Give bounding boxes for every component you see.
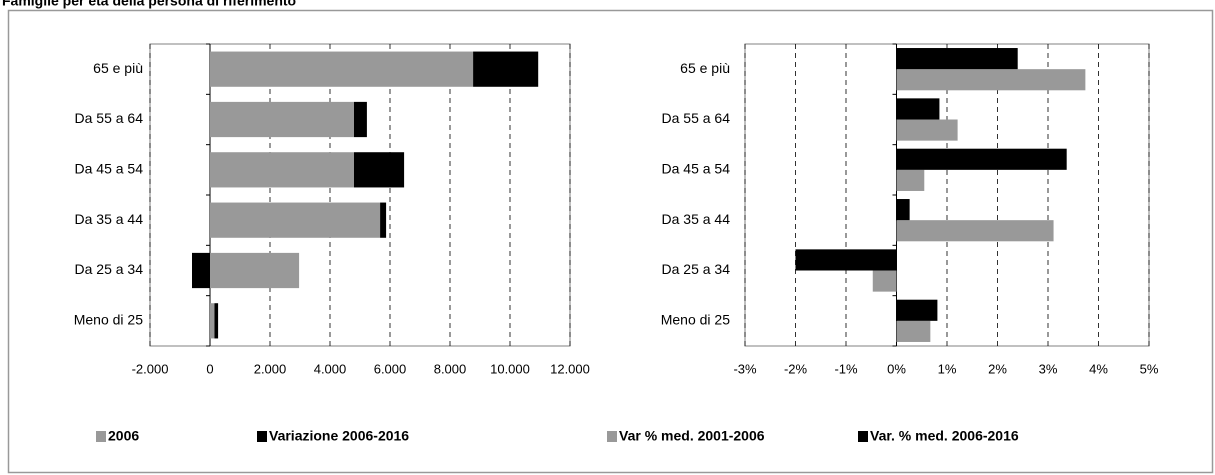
- x-tick-label: 4.000: [314, 361, 347, 376]
- x-tick-label: 2.000: [254, 361, 287, 376]
- x-tick-label: 3%: [1039, 361, 1058, 376]
- legend-swatch: [96, 431, 106, 442]
- bar: [896, 98, 940, 120]
- x-tick-label: -3%: [733, 361, 757, 376]
- y-tick-label: Da 35 a 44: [662, 211, 731, 227]
- x-tick-label: 6.000: [374, 361, 407, 376]
- bar: [896, 148, 1067, 170]
- y-tick-label: Da 25 a 34: [75, 261, 144, 277]
- x-tick-label: 2%: [988, 361, 1007, 376]
- legend-label: Var % med. 2001-2006: [619, 428, 765, 444]
- x-tick-label: 12.000: [550, 361, 590, 376]
- bar: [896, 299, 938, 321]
- x-tick-label: 10.000: [490, 361, 530, 376]
- bar: [210, 51, 474, 87]
- legend-swatch: [858, 431, 868, 442]
- bar: [896, 320, 931, 342]
- legend-label: Var. % med. 2006-2016: [870, 428, 1019, 444]
- legend-swatch: [257, 431, 267, 442]
- bar: [896, 199, 910, 221]
- x-tick-label: -1%: [834, 361, 858, 376]
- y-tick-label: Da 45 a 54: [662, 161, 731, 177]
- bar: [896, 119, 958, 141]
- bar: [354, 152, 405, 188]
- y-tick-label: Meno di 25: [74, 312, 143, 328]
- bar: [354, 101, 367, 138]
- legend-label: 2006: [108, 428, 139, 444]
- bar: [896, 48, 1018, 70]
- y-tick-label: Da 55 a 64: [662, 110, 731, 126]
- bar: [896, 169, 925, 191]
- y-tick-label: Da 25 a 34: [662, 261, 731, 277]
- y-tick-label: Da 45 a 54: [75, 161, 144, 177]
- x-tick-label: 0%: [887, 361, 906, 376]
- bar: [872, 270, 897, 292]
- y-tick-label: Da 35 a 44: [75, 211, 144, 227]
- x-tick-label: 1%: [938, 361, 957, 376]
- page-title: Famiglie per età della persona di riferi…: [2, 0, 296, 9]
- x-tick-label: 5%: [1140, 361, 1159, 376]
- bar: [210, 101, 354, 138]
- y-tick-label: Da 55 a 64: [75, 110, 144, 126]
- x-tick-label: 4%: [1089, 361, 1108, 376]
- y-tick-label: 65 e più: [680, 60, 730, 76]
- legend-label: Variazione 2006-2016: [269, 428, 409, 444]
- frame: [7, 9, 1214, 474]
- bar: [214, 303, 219, 339]
- bar: [896, 220, 1054, 242]
- bar: [896, 69, 1086, 91]
- bar: [380, 202, 387, 238]
- y-tick-label: Meno di 25: [661, 312, 730, 328]
- bar: [473, 51, 539, 87]
- bar: [210, 152, 354, 188]
- plot-area: [149, 43, 571, 347]
- legend-swatch: [607, 431, 617, 442]
- x-tick-label: -2%: [784, 361, 808, 376]
- x-tick-label: 8.000: [434, 361, 467, 376]
- y-tick-label: 65 e più: [93, 60, 143, 76]
- bar: [192, 252, 210, 289]
- bar: [795, 249, 897, 271]
- x-tick-label: 0: [206, 361, 213, 376]
- x-tick-label: -2.000: [132, 361, 169, 376]
- bar: [210, 202, 381, 238]
- bar: [210, 303, 215, 339]
- bar: [210, 252, 300, 289]
